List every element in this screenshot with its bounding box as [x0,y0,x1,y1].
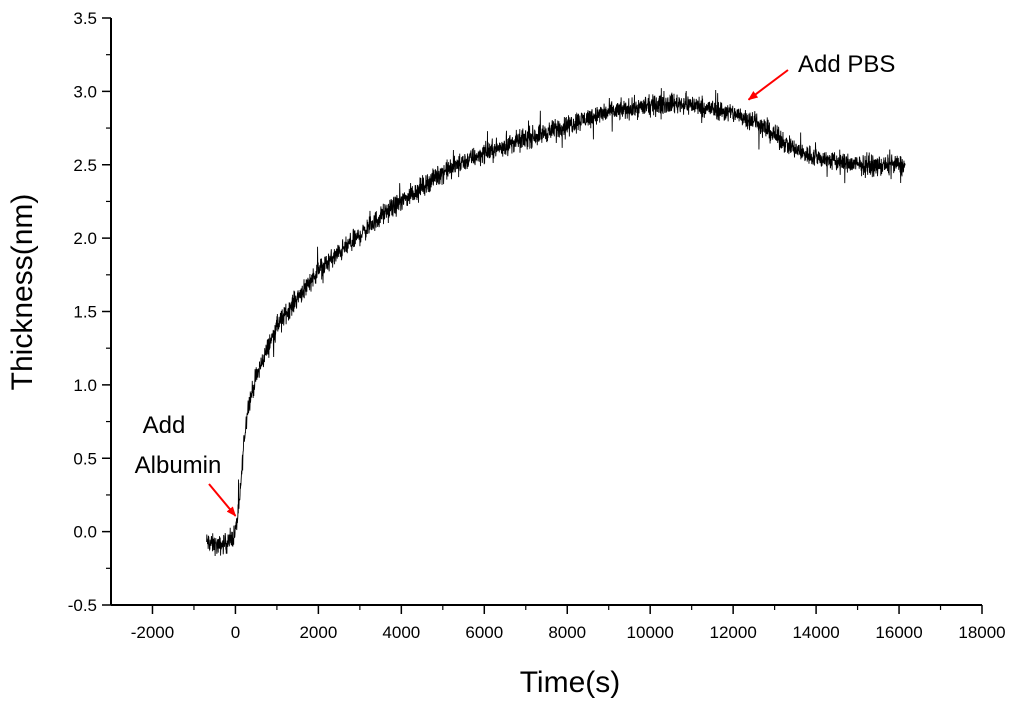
x-tick-label: 2000 [299,623,337,642]
x-axis-label: Time(s) [520,666,621,699]
x-tick-label: 8000 [548,623,586,642]
x-tick-label: 0 [231,623,240,642]
x-tick-label: 14000 [792,623,839,642]
x-tick-label: 6000 [465,623,503,642]
axis-ticks: -2000 0 2000 4000 6000 8000 10000 12000 14000 160… [68,9,1006,642]
x-tick-label: 10000 [627,623,674,642]
data-series [205,88,906,556]
series-line-0 [205,88,906,556]
x-tick-label: 4000 [382,623,420,642]
x-tick-label: 16000 [875,623,922,642]
annotations: Add Albumin Add PBS [135,51,895,517]
y-tick-label: -0.5 [68,596,97,615]
annotation-albumin-line2: Albumin [135,452,222,479]
y-axis-label: Thickness(nm) [6,194,39,391]
y-tick-label: 1.5 [73,303,97,322]
y-tick-label: 1.0 [73,376,97,395]
annotation-pbs-arrow [747,69,789,101]
y-tick-label: 0.5 [73,449,97,468]
x-tick-label: 12000 [710,623,757,642]
y-tick-label: 2.5 [73,156,97,175]
y-tick-label: 0.0 [73,523,97,542]
annotation-albumin-arrow [208,483,237,517]
x-tick-label: -2000 [131,623,174,642]
y-tick-label: 2.0 [73,229,97,248]
annotation-albumin-line1: Add [143,412,186,439]
x-tick-label: 18000 [958,623,1005,642]
annotation-pbs-label: Add PBS [798,51,895,78]
plot-axes [110,18,982,606]
y-tick-label: 3.5 [73,9,97,28]
y-tick-label: 3.0 [73,82,97,101]
